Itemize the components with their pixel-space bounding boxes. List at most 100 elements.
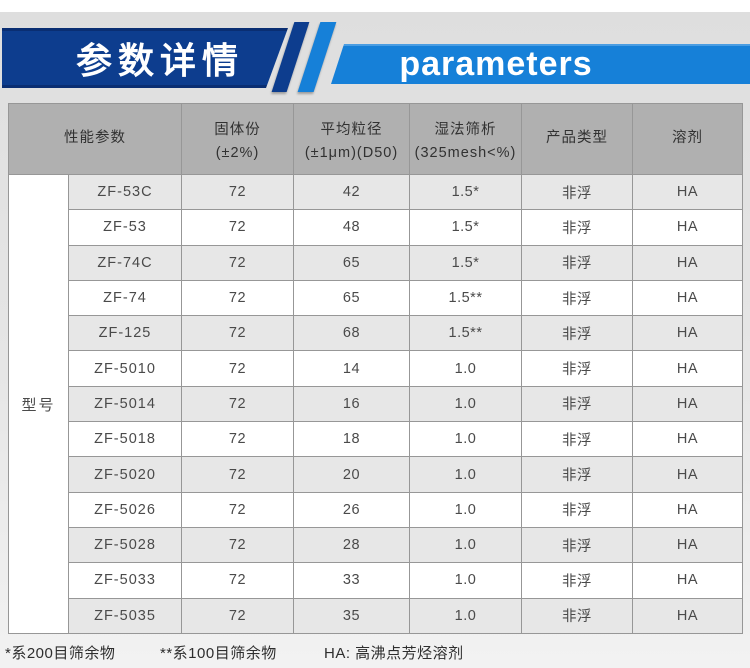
cell-type: 非浮 bbox=[521, 421, 633, 458]
cell-sieve: 1.5* bbox=[409, 173, 522, 211]
cell-sieve: 1.0 bbox=[409, 456, 522, 493]
cell-sieve: 1.0 bbox=[409, 350, 522, 387]
header-label: 性能参数 bbox=[64, 129, 126, 146]
cell-model: ZF-5028 bbox=[68, 526, 182, 564]
cell-type: 非浮 bbox=[521, 350, 633, 387]
cell-solvent: HA bbox=[632, 244, 743, 281]
table-row: ZF-5033 72 33 1.0 非浮 HA bbox=[9, 562, 743, 599]
cell-model: ZF-74C bbox=[68, 244, 182, 281]
cell-model: ZF-5014 bbox=[68, 385, 182, 423]
table-row: ZF-125 72 68 1.5** 非浮 HA bbox=[9, 315, 743, 352]
header-label: 溶剂 bbox=[672, 129, 703, 146]
header-banner-cn: 参数详情 bbox=[2, 28, 288, 88]
footnote-ha-solvent: HA: 高沸点芳烃溶剂 bbox=[324, 645, 464, 662]
cell-solids: 72 bbox=[181, 350, 294, 387]
cell-solids: 72 bbox=[181, 421, 294, 458]
cell-type: 非浮 bbox=[521, 526, 633, 564]
cell-solids: 72 bbox=[181, 315, 294, 352]
row-group-label: 型号 bbox=[8, 174, 69, 634]
cell-type: 非浮 bbox=[521, 279, 633, 317]
cell-model: ZF-5026 bbox=[68, 491, 182, 528]
table-row: ZF-5028 72 28 1.0 非浮 HA bbox=[9, 526, 743, 564]
cell-model: ZF-53 bbox=[68, 209, 182, 246]
cell-particle: 68 bbox=[293, 315, 410, 352]
page-title-cn: 参数详情 bbox=[75, 40, 244, 81]
cell-particle: 16 bbox=[293, 385, 410, 423]
cell-model: ZF-125 bbox=[68, 315, 182, 352]
cell-solids: 72 bbox=[181, 456, 294, 493]
cell-particle: 48 bbox=[293, 209, 410, 246]
cell-particle: 14 bbox=[293, 350, 410, 387]
table-row: ZF-74C 72 65 1.5* 非浮 HA bbox=[9, 244, 743, 281]
cell-solids: 72 bbox=[181, 209, 294, 246]
table-row: ZF-74 72 65 1.5** 非浮 HA bbox=[9, 279, 743, 317]
cell-sieve: 1.5** bbox=[409, 315, 522, 352]
cell-solids: 72 bbox=[181, 597, 294, 635]
cell-sieve: 1.5** bbox=[409, 279, 522, 317]
table-row: ZF-53 72 48 1.5* 非浮 HA bbox=[9, 209, 743, 246]
top-white-strip bbox=[0, 0, 750, 12]
header-label: 产品类型 bbox=[546, 129, 608, 146]
col-header-particle-size: 平均粒径 (±1μm)(D50) bbox=[293, 103, 410, 175]
cell-type: 非浮 bbox=[521, 209, 633, 246]
cell-solvent: HA bbox=[632, 315, 743, 352]
cell-model: ZF-53C bbox=[68, 173, 182, 211]
cell-model: ZF-5033 bbox=[68, 562, 182, 599]
cell-type: 非浮 bbox=[521, 315, 633, 352]
col-header-solids: 固体份 (±2%) bbox=[181, 103, 294, 175]
cell-solvent: HA bbox=[632, 385, 743, 423]
table-row: ZF-5026 72 26 1.0 非浮 HA bbox=[9, 491, 743, 528]
cell-solids: 72 bbox=[181, 244, 294, 281]
table-row: ZF-5010 72 14 1.0 非浮 HA bbox=[9, 350, 743, 387]
cell-solvent: HA bbox=[632, 562, 743, 599]
cell-solvent: HA bbox=[632, 173, 743, 211]
header-sublabel: (±1μm)(D50) bbox=[304, 144, 399, 161]
header-sublabel: (±2%) bbox=[215, 144, 260, 161]
cell-sieve: 1.5* bbox=[409, 244, 522, 281]
cell-type: 非浮 bbox=[521, 173, 633, 211]
cell-solids: 72 bbox=[181, 562, 294, 599]
cell-type: 非浮 bbox=[521, 244, 633, 281]
header-sublabel: (325mesh<%) bbox=[414, 144, 517, 161]
cell-solvent: HA bbox=[632, 421, 743, 458]
col-header-wet-sieve: 湿法筛析 (325mesh<%) bbox=[409, 103, 522, 175]
col-header-solvent: 溶剂 bbox=[632, 103, 743, 175]
cell-type: 非浮 bbox=[521, 491, 633, 528]
cell-solvent: HA bbox=[632, 456, 743, 493]
table-header-row: 性能参数 固体份 (±2%) 平均粒径 (±1μm)(D50) 湿法筛析 (325me… bbox=[8, 103, 743, 175]
cell-model: ZF-5035 bbox=[68, 597, 182, 635]
table-row: ZF-5014 72 16 1.0 非浮 HA bbox=[9, 385, 743, 423]
cell-particle: 65 bbox=[293, 279, 410, 317]
cell-sieve: 1.0 bbox=[409, 421, 522, 458]
cell-particle: 20 bbox=[293, 456, 410, 493]
cell-particle: 18 bbox=[293, 421, 410, 458]
col-header-performance: 性能参数 bbox=[8, 103, 182, 175]
cell-type: 非浮 bbox=[521, 597, 633, 635]
header-label: 湿法筛析 bbox=[434, 121, 497, 138]
cell-type: 非浮 bbox=[521, 385, 633, 423]
cell-solids: 72 bbox=[181, 491, 294, 528]
table-row: 型号 ZF-53C 72 42 1.5* 非浮 HA bbox=[8, 173, 743, 634]
cell-particle: 35 bbox=[293, 597, 410, 635]
cell-sieve: 1.0 bbox=[409, 597, 522, 635]
cell-sieve: 1.0 bbox=[409, 562, 522, 599]
cell-type: 非浮 bbox=[521, 562, 633, 599]
cell-solvent: HA bbox=[632, 491, 743, 528]
cell-solids: 72 bbox=[181, 173, 294, 211]
cell-particle: 26 bbox=[293, 491, 410, 528]
cell-model: ZF-5010 bbox=[68, 350, 182, 387]
cell-sieve: 1.0 bbox=[409, 491, 522, 528]
cell-particle: 42 bbox=[293, 173, 410, 211]
cell-sieve: 1.5* bbox=[409, 209, 522, 246]
col-header-product-type: 产品类型 bbox=[521, 103, 633, 175]
parameters-table: 性能参数 固体份 (±2%) 平均粒径 (±1μm)(D50) 湿法筛析 (325me… bbox=[8, 103, 743, 635]
cell-solids: 72 bbox=[181, 279, 294, 317]
table-row: ZF-5018 72 18 1.0 非浮 HA bbox=[9, 421, 743, 458]
cell-model: ZF-74 bbox=[68, 279, 182, 317]
cell-solvent: HA bbox=[632, 350, 743, 387]
cell-solids: 72 bbox=[181, 526, 294, 564]
cell-particle: 28 bbox=[293, 526, 410, 564]
cell-model: ZF-5020 bbox=[68, 456, 182, 493]
cell-model: ZF-5018 bbox=[68, 421, 182, 458]
cell-particle: 33 bbox=[293, 562, 410, 599]
